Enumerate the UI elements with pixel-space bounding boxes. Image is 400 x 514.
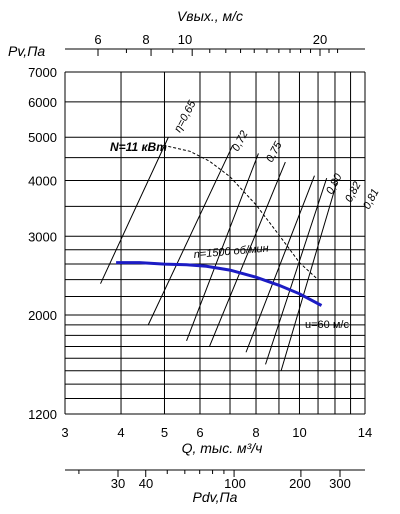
x-axis-title: Q, тыс. м³/ч bbox=[182, 440, 263, 456]
bottom2-tick-label: 200 bbox=[289, 476, 311, 491]
top-tick-label: 6 bbox=[94, 32, 101, 47]
curves bbox=[116, 145, 323, 307]
label-tip-speed: u=60 м/с bbox=[305, 319, 349, 331]
efficiency-line bbox=[147, 144, 234, 326]
y-axis-title: Pv,Па bbox=[8, 43, 45, 59]
y-tick-label: 1200 bbox=[28, 407, 57, 422]
label-eta-072: 0,72 bbox=[230, 129, 251, 154]
bottom2-tick-label: 40 bbox=[139, 476, 153, 491]
x-tick-label: 6 bbox=[196, 425, 203, 440]
top-tick-label: 10 bbox=[178, 32, 192, 47]
efficiency-line bbox=[245, 175, 315, 353]
x-tick-label: 8 bbox=[252, 425, 259, 440]
top-tick-label: 8 bbox=[142, 32, 149, 47]
label-eta-080: 0,80 bbox=[324, 171, 345, 196]
label-power: N=11 кВт bbox=[110, 140, 167, 154]
efficiency-line bbox=[265, 177, 328, 365]
label-speed: n=1500 об/мин bbox=[193, 242, 269, 261]
efficiency-line bbox=[100, 137, 169, 284]
power-curve-line bbox=[168, 145, 319, 280]
top-tick-label: 20 bbox=[313, 32, 327, 47]
bottom2-tick-label: 30 bbox=[111, 476, 125, 491]
x-tick-label: 10 bbox=[292, 425, 306, 440]
axes: 3 4 5 6 8 10 14 1200 2000 3000 4000 5000 6000 7000 6 8 1… bbox=[28, 32, 372, 491]
y-tick-label: 5000 bbox=[28, 130, 57, 145]
label-eta-075: 0,75 bbox=[264, 139, 285, 164]
label-eta-081: 0,81 bbox=[361, 187, 382, 212]
x-tick-label: 3 bbox=[61, 425, 68, 440]
grid bbox=[64, 71, 366, 415]
x-tick-label: 4 bbox=[117, 425, 124, 440]
x-tick-label: 5 bbox=[161, 425, 168, 440]
efficiency-line bbox=[186, 153, 259, 342]
efficiency-lines bbox=[100, 137, 338, 371]
y-tick-label: 4000 bbox=[28, 174, 57, 189]
bottom-axis2-title: Pdv,Па bbox=[193, 489, 238, 505]
pressure-curve-line bbox=[116, 261, 323, 307]
y-tick-label: 6000 bbox=[28, 95, 57, 110]
efficiency-line bbox=[209, 161, 286, 347]
y-tick-label: 3000 bbox=[28, 229, 57, 244]
bottom2-tick-label: 100 bbox=[224, 476, 246, 491]
top-axis-title: Vвых., м/с bbox=[177, 8, 243, 24]
label-eta-082: 0,82 bbox=[343, 180, 364, 205]
y-tick-label: 2000 bbox=[28, 308, 57, 323]
bottom2-tick-label: 300 bbox=[329, 476, 351, 491]
y-tick-label: 7000 bbox=[28, 65, 57, 80]
efficiency-line bbox=[280, 182, 338, 371]
label-eta-065: η=0,65 bbox=[172, 98, 199, 134]
x-tick-label: 14 bbox=[358, 425, 372, 440]
